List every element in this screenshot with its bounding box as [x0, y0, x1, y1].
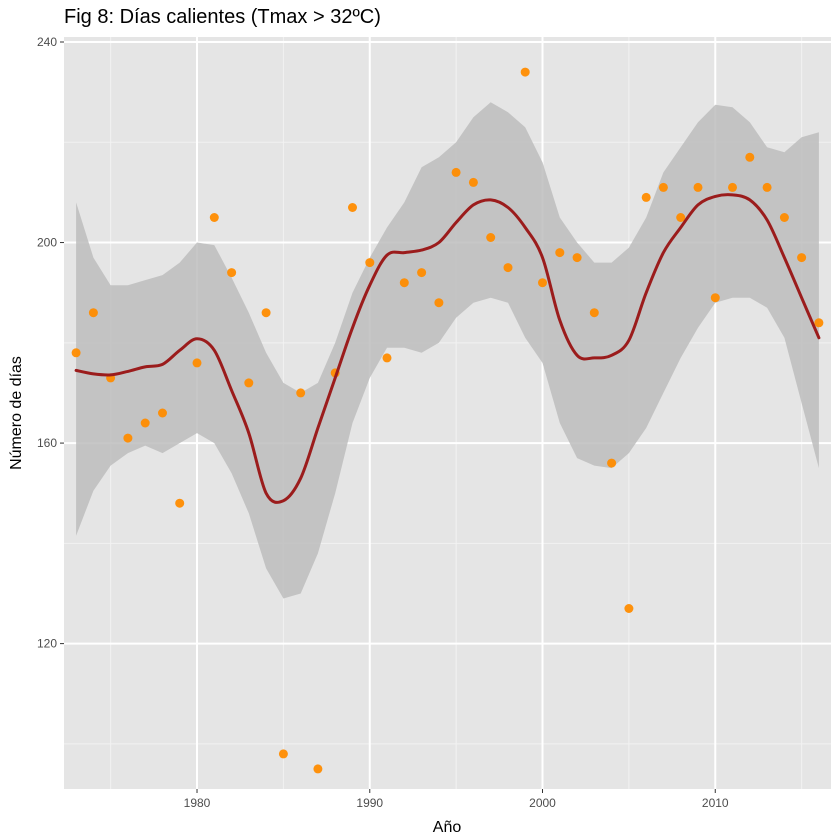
- data-point: [589, 308, 599, 318]
- data-point: [779, 213, 789, 222]
- data-point: [192, 358, 202, 368]
- data-point: [140, 418, 150, 428]
- data-point: [313, 764, 323, 774]
- data-point: [261, 308, 271, 318]
- data-point: [572, 253, 582, 263]
- data-point: [123, 433, 133, 443]
- x-tick-label: 1990: [356, 796, 383, 810]
- data-point: [520, 67, 530, 77]
- y-tick-label: 240: [37, 35, 57, 49]
- y-tick-label: 120: [37, 637, 57, 651]
- data-point: [88, 308, 98, 318]
- data-point: [382, 353, 392, 363]
- x-tick-labels: 1980 1990 2000 2010: [184, 796, 729, 810]
- data-point: [71, 348, 81, 358]
- smooth-trend-line: [74, 193, 821, 504]
- data-point: [348, 203, 357, 212]
- confidence-ribbon: [76, 102, 819, 599]
- data-point: [365, 258, 375, 268]
- data-point: [607, 458, 617, 468]
- x-tick-label: 2010: [702, 796, 729, 810]
- data-point: [710, 293, 720, 303]
- data-point: [728, 182, 737, 192]
- y-tick-label: 200: [37, 236, 57, 250]
- data-point: [538, 278, 547, 288]
- x-tick-label: 1980: [184, 796, 211, 810]
- chart-title: Fig 8: Días calientes (Tmax > 32ºC): [64, 6, 381, 28]
- data-point: [227, 268, 237, 278]
- data-point: [244, 378, 254, 388]
- data-point: [641, 192, 651, 202]
- data-point: [417, 268, 427, 278]
- y-axis-title: Número de días: [8, 356, 25, 470]
- data-point: [399, 278, 409, 288]
- data-point: [209, 213, 219, 222]
- data-point: [745, 152, 755, 162]
- y-tick-labels: 120 160 200 240: [37, 35, 57, 651]
- data-point: [296, 388, 306, 398]
- data-point: [434, 298, 444, 308]
- data-point: [814, 318, 824, 328]
- data-point: [797, 253, 807, 263]
- data-point: [624, 604, 634, 613]
- x-tick-label: 2000: [529, 796, 556, 810]
- data-point: [278, 749, 288, 759]
- data-point: [676, 213, 686, 222]
- y-tick-label: 160: [37, 436, 57, 450]
- data-point: [468, 177, 478, 187]
- data-point: [158, 408, 167, 418]
- data-point: [555, 248, 565, 258]
- data-point: [175, 498, 185, 508]
- data-point: [693, 182, 703, 192]
- x-axis-title: Año: [433, 819, 462, 836]
- data-point: [503, 263, 513, 273]
- data-point: [658, 182, 668, 192]
- axis-ticks: [60, 41, 716, 793]
- data-points: [71, 67, 824, 774]
- data-point: [451, 167, 461, 177]
- data-point: [486, 233, 496, 242]
- data-point: [762, 182, 772, 192]
